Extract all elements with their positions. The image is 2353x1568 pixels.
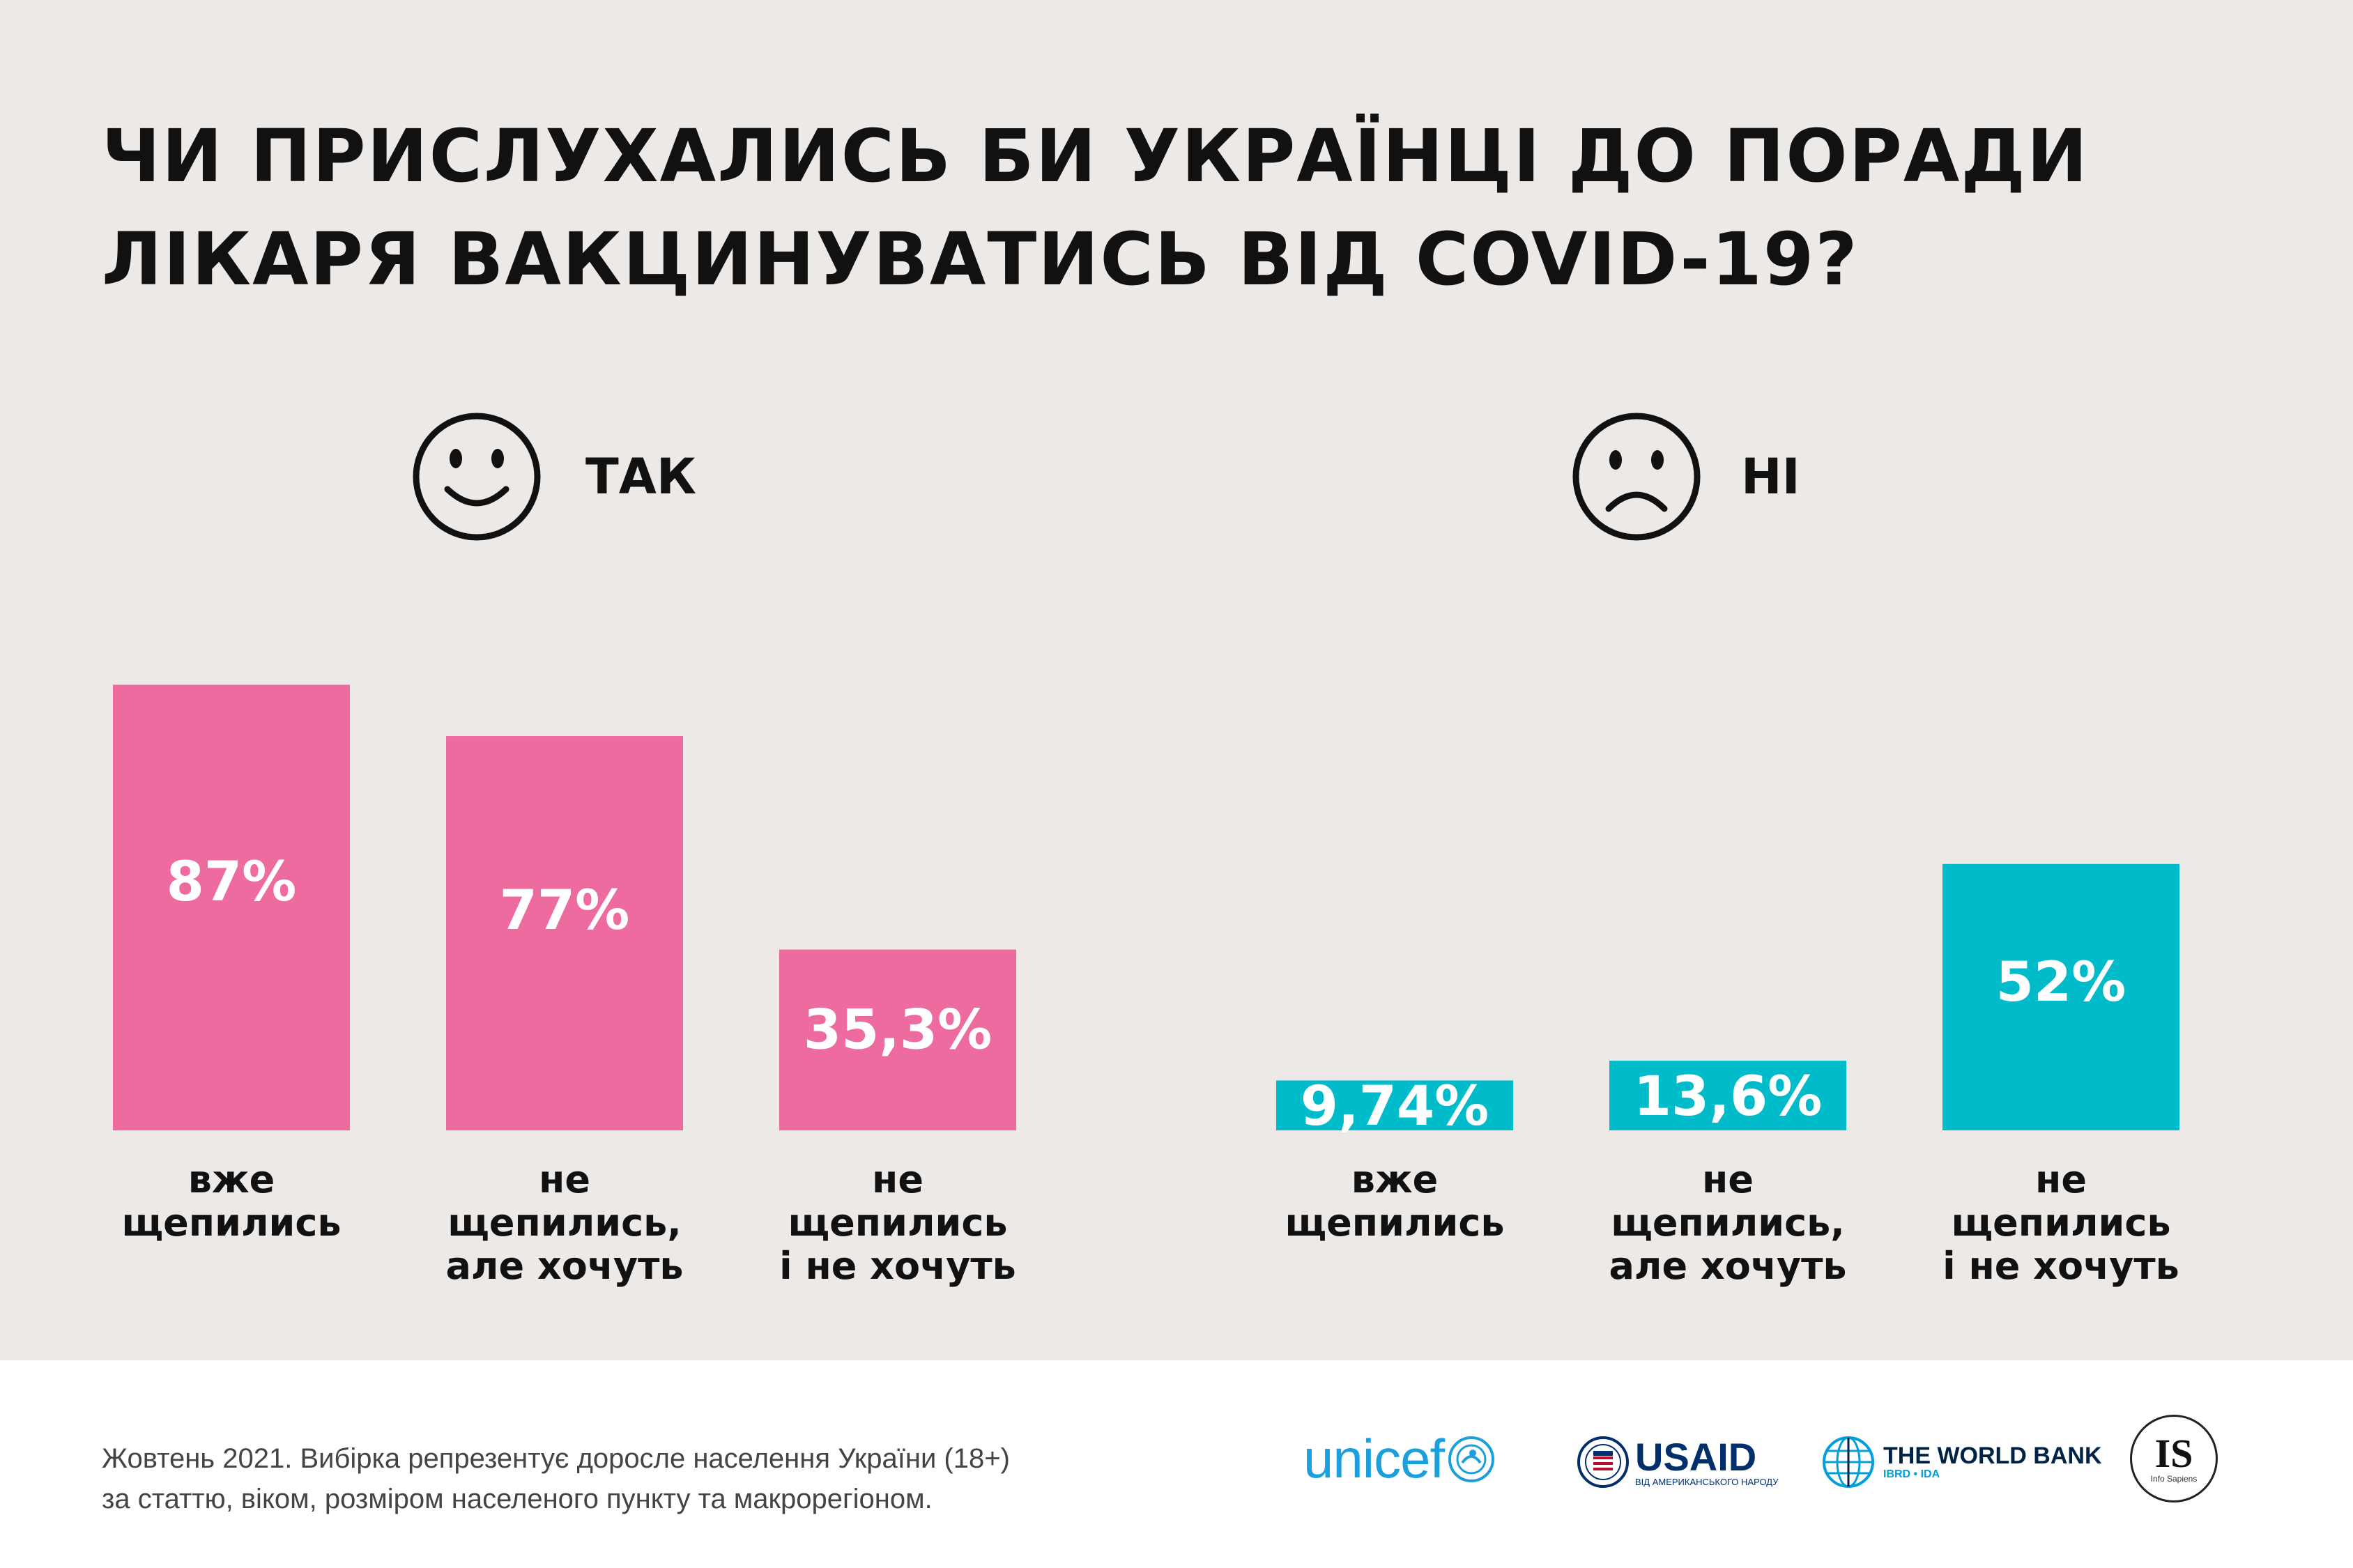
bar-no-2: [1609, 1061, 1846, 1130]
category-label-line: щепились,: [447, 1201, 682, 1245]
group-header-no: НІ: [1571, 411, 1800, 542]
title-line-2: ЛІКАРЯ ВАКЦИНУВАТИСЬ ВІД COVID-19?: [102, 217, 1859, 302]
category-label-line: щепились: [1951, 1201, 2170, 1245]
infosapiens-mark: IS: [2154, 1431, 2193, 1476]
category-label-line: не: [1702, 1158, 1754, 1201]
footer: Жовтень 2021. Вибірка репрезентує доросл…: [0, 1360, 2353, 1568]
worldbank-subtitle: IBRD • IDA: [1883, 1468, 1940, 1480]
survey-footnote: Жовтень 2021. Вибірка репрезентує доросл…: [102, 1438, 1287, 1519]
category-label-line: але хочуть: [445, 1244, 683, 1288]
unicef-wordmark: unicef: [1303, 1428, 1445, 1489]
category-label-line: і не хочуть: [1942, 1244, 2179, 1288]
category-label-line: і не хочуть: [779, 1244, 1016, 1288]
usaid-seal-icon: [1577, 1436, 1629, 1488]
title-line-1: ЧИ ПРИСЛУХАЛИСЬ БИ УКРАЇНЦІ ДО ПОРАДИ: [102, 114, 2089, 199]
worldbank-wordmark: THE WORLD BANK: [1883, 1443, 2102, 1469]
bar-yes-1: [113, 684, 350, 1130]
unicef-logo: unicef: [1303, 1427, 1496, 1491]
chart-title: ЧИ ПРИСЛУХАЛИСЬ БИ УКРАЇНЦІ ДО ПОРАДИ ЛІ…: [102, 105, 2262, 311]
infosapiens-subtitle: Info Sapiens: [2150, 1474, 2198, 1484]
category-label-line: щепились: [788, 1201, 1007, 1245]
footnote-line-2: за статтю, віком, розміром населеного пу…: [102, 1484, 933, 1514]
unicef-emblem-icon: [1448, 1436, 1495, 1482]
infosapiens-logo: IS Info Sapiens: [2130, 1415, 2218, 1502]
bar-no-3: [1942, 863, 2179, 1130]
bar-yes-2: [446, 736, 683, 1130]
category-label-line: щепились,: [1611, 1201, 1845, 1245]
category-label-line: вже: [1351, 1158, 1439, 1201]
group-label-yes: ТАК: [585, 448, 697, 505]
bar-value-label: 52%: [1996, 951, 2126, 1014]
smiley-face-icon: [413, 413, 541, 541]
usaid-wordmark: USAID: [1635, 1434, 1757, 1479]
bar-value-label: 9,74%: [1301, 1075, 1489, 1138]
worldbank-logo: THE WORLD BANK IBRD • IDA: [1821, 1434, 2102, 1490]
usaid-logo: USAID ВІД АМЕРИКАНСЬКОГО НАРОДУ: [1577, 1436, 1779, 1489]
category-label-line: вже: [188, 1158, 275, 1201]
category-label-line: не: [539, 1158, 590, 1201]
group-header-yes: ТАК: [411, 411, 696, 542]
category-label-line: не: [872, 1158, 923, 1201]
category-label-line: щепились: [121, 1201, 341, 1245]
category-label-line: не: [2035, 1158, 2087, 1201]
bar-no-1: [1276, 1080, 1513, 1130]
usaid-subtitle: ВІД АМЕРИКАНСЬКОГО НАРОДУ: [1635, 1476, 1779, 1487]
bar-value-label: 13,6%: [1634, 1066, 1823, 1128]
category-label-line: але хочуть: [1609, 1244, 1846, 1288]
infosapiens-seal: IS Info Sapiens: [2130, 1415, 2218, 1502]
bar-yes-3: [779, 949, 1016, 1130]
bar-value-label: 87%: [167, 851, 297, 914]
globe-icon: [1823, 1436, 1874, 1488]
group-label-no: НІ: [1741, 448, 1800, 505]
bar-value-label: 35,3%: [804, 999, 992, 1062]
footnote-line-1: Жовтень 2021. Вибірка репрезентує доросл…: [102, 1443, 1010, 1474]
sad-face-icon: [1572, 413, 1701, 541]
category-label-line: щепились: [1285, 1201, 1504, 1245]
bar-value-label: 77%: [500, 879, 630, 942]
